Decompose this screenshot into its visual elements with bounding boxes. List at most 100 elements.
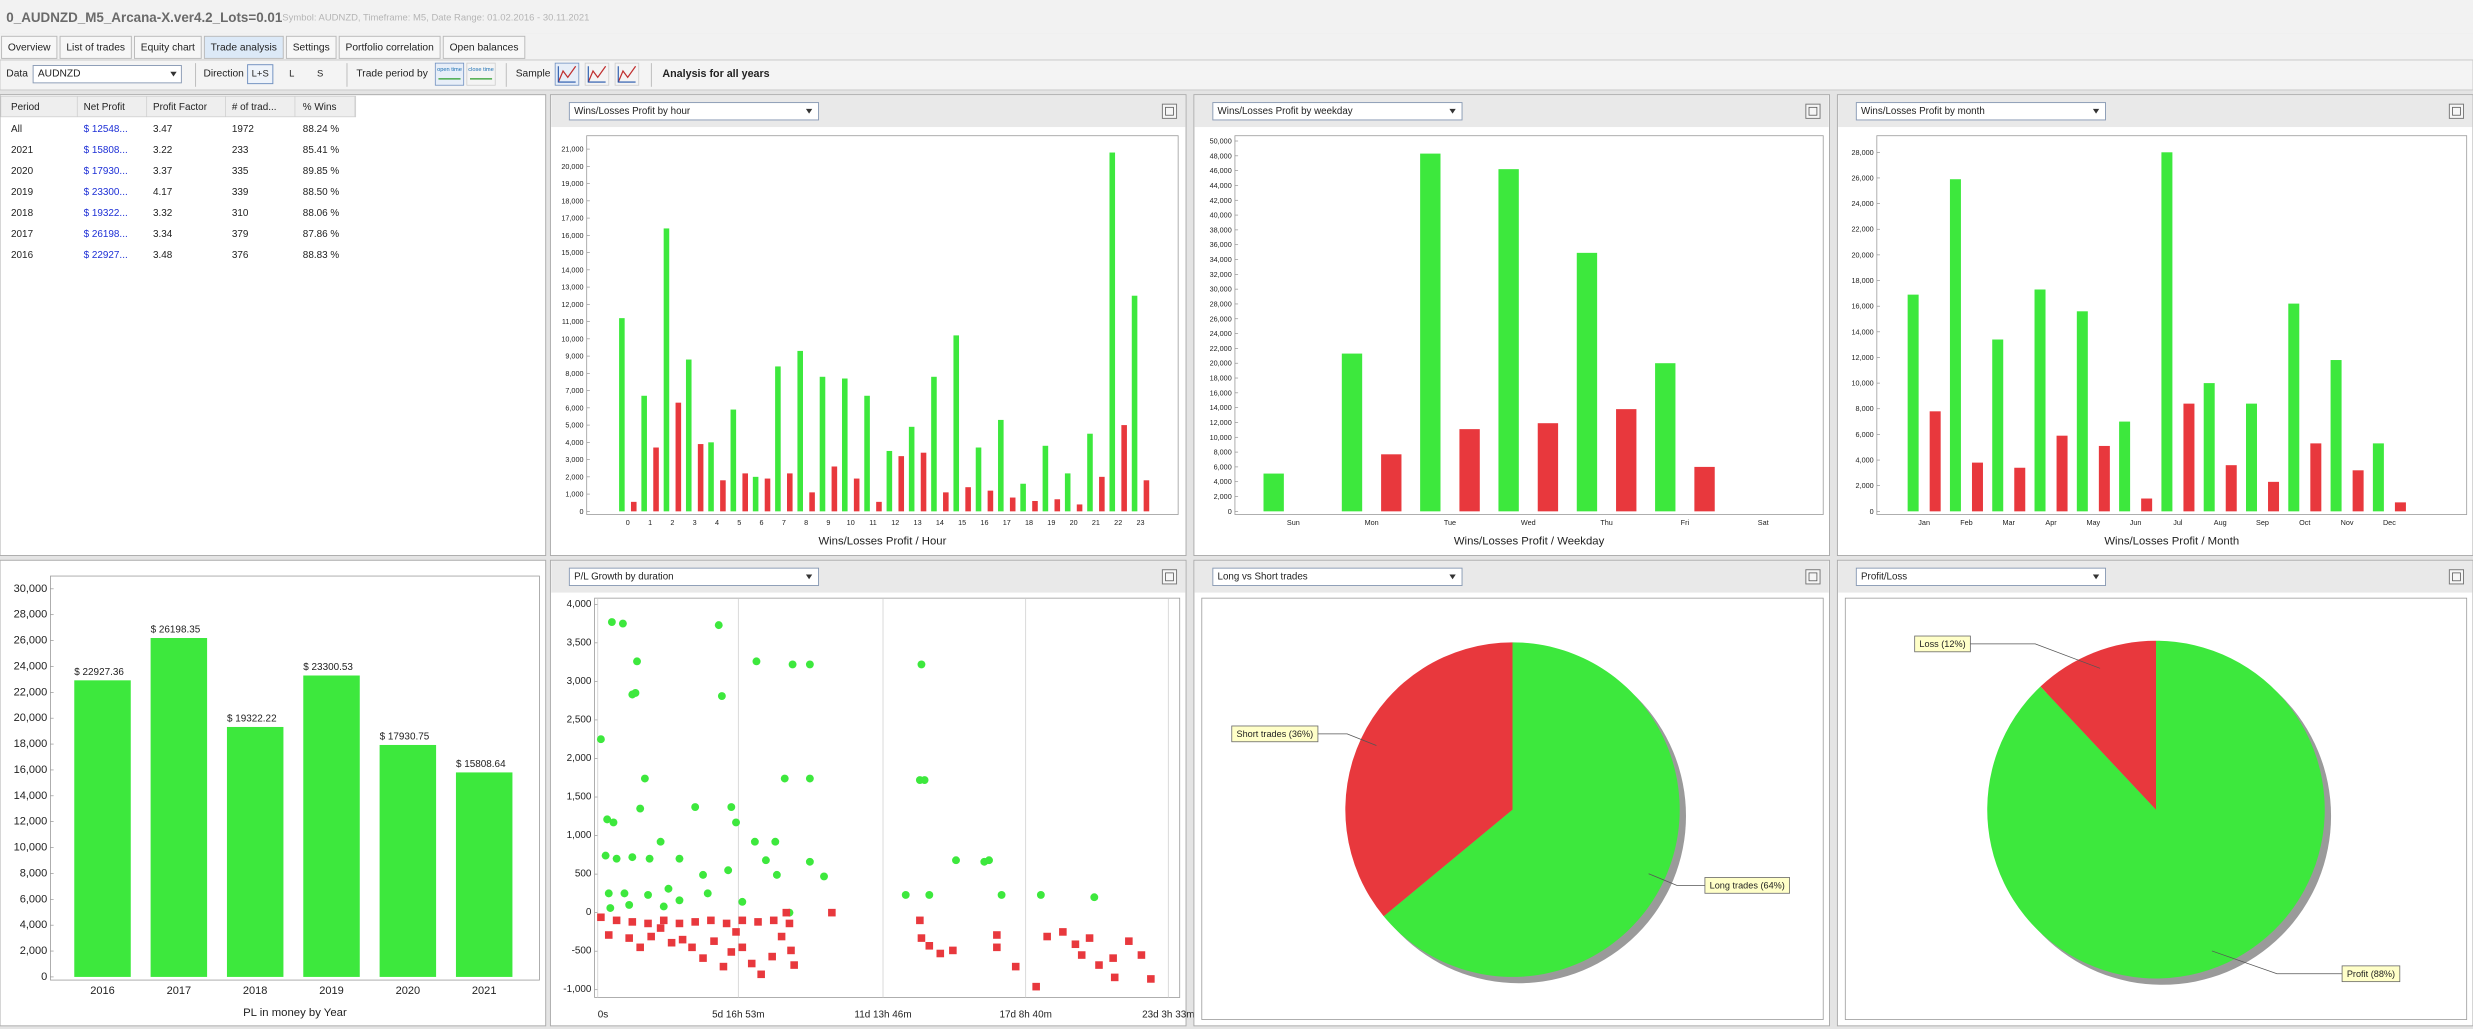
point: [757, 970, 765, 979]
direction-option[interactable]: S: [317, 69, 323, 80]
chart-dropdown[interactable]: [1855, 567, 2106, 586]
maximize-icon: [1808, 572, 1818, 582]
bar: [2119, 421, 2131, 512]
chart-dropdown[interactable]: [1212, 102, 1463, 121]
chart-dropdown-value[interactable]: Long vs Short trades: [1218, 571, 1308, 582]
tab[interactable]: [203, 35, 284, 59]
tab[interactable]: [134, 35, 202, 59]
bar: [1109, 152, 1116, 512]
bar: [1121, 425, 1127, 512]
tab[interactable]: [338, 35, 441, 59]
x-tick-label: Tue: [1444, 518, 1456, 527]
point: [1137, 951, 1146, 959]
point: [1036, 890, 1045, 899]
direction-selected[interactable]: [247, 64, 274, 85]
tab[interactable]: [442, 35, 526, 59]
tab[interactable]: [59, 35, 132, 59]
y-tick-label: 34,000: [1210, 255, 1232, 264]
maximize-button[interactable]: [1805, 103, 1821, 119]
period-option[interactable]: [434, 62, 465, 86]
dropdown-arrow: [1449, 108, 1456, 114]
period-option-label[interactable]: open time: [437, 67, 462, 73]
bar: [1020, 483, 1026, 512]
y-tick-label: 26,000: [1851, 173, 1873, 182]
point: [1011, 962, 1020, 971]
table-cell: All: [11, 124, 22, 135]
maximize-button[interactable]: [1161, 569, 1178, 585]
dropdown-arrow: [2092, 108, 2100, 114]
bar: [998, 419, 1004, 512]
chart-dropdown-value[interactable]: Profit/Loss: [1861, 571, 1907, 582]
bar: [2183, 403, 2195, 512]
tab[interactable]: [285, 35, 337, 59]
table-cell[interactable]: $ 12548...: [84, 124, 128, 135]
chart-dropdown-value[interactable]: Wins/Losses Profit by month: [1861, 106, 1985, 117]
sample-icon: [587, 66, 606, 83]
sample-option[interactable]: [554, 62, 580, 86]
y-tick-label: 2,000: [565, 472, 583, 481]
point: [820, 872, 828, 881]
maximize-button[interactable]: [1161, 103, 1178, 119]
chart-dropdown[interactable]: [568, 102, 820, 121]
table-cell[interactable]: $ 17930...: [84, 166, 128, 177]
point: [667, 938, 676, 947]
table-panel: [0, 94, 547, 557]
y-tick-label: 2,500: [567, 714, 592, 725]
point: [645, 854, 654, 863]
bar: [1694, 466, 1715, 512]
chart-dropdown-value[interactable]: Wins/Losses Profit by weekday: [1218, 106, 1353, 117]
symbol-value[interactable]: AUDNZD: [38, 69, 81, 80]
point: [747, 959, 756, 968]
point: [788, 660, 797, 669]
table-cell: 88.24 %: [303, 124, 340, 135]
bar: [2203, 383, 2215, 512]
table-cell[interactable]: $ 26198...: [84, 229, 128, 240]
x-tick-label: 21: [1092, 518, 1100, 527]
table-cell[interactable]: $ 19322...: [84, 208, 128, 219]
symbol-dropdown[interactable]: [32, 65, 182, 84]
chart-dropdown[interactable]: [1212, 567, 1463, 586]
tab-label[interactable]: List of trades: [66, 43, 125, 54]
point: [805, 774, 814, 783]
bar: [303, 675, 360, 977]
tab-label[interactable]: Trade analysis: [211, 43, 277, 54]
pie-slice: [1383, 642, 1680, 977]
period-option[interactable]: [466, 62, 496, 86]
sample-option[interactable]: [614, 62, 640, 86]
period-option-label[interactable]: close time: [468, 67, 493, 73]
tab[interactable]: [1, 35, 58, 59]
chart-dropdown[interactable]: [568, 567, 820, 586]
direction-option[interactable]: L+S: [252, 69, 269, 80]
point: [644, 919, 652, 928]
point: [1090, 893, 1099, 902]
y-tick-label: 26,000: [14, 635, 48, 647]
tab-label[interactable]: Settings: [293, 43, 330, 54]
table-cell[interactable]: $ 15808...: [84, 145, 128, 156]
chart-dropdown-value[interactable]: Wins/Losses Profit by hour: [574, 106, 691, 117]
tab-label[interactable]: Portfolio correlation: [346, 43, 435, 54]
table-header-cell: % Wins: [303, 102, 337, 113]
maximize-button[interactable]: [1805, 569, 1821, 585]
point: [628, 853, 637, 862]
tab-label[interactable]: Open balances: [450, 43, 519, 54]
point: [917, 934, 926, 942]
chart-dropdown-value[interactable]: P/L Growth by duration: [574, 571, 673, 582]
direction-option[interactable]: L: [289, 69, 294, 80]
tab-label[interactable]: Equity chart: [141, 43, 195, 54]
x-tick-label: Jun: [2130, 518, 2142, 527]
y-tick-label: 14,000: [561, 265, 583, 274]
chart-dropdown[interactable]: [1855, 102, 2106, 121]
point: [920, 776, 929, 785]
sample-icon: [587, 65, 607, 83]
maximize-button[interactable]: [2448, 569, 2465, 585]
y-tick-label: 10,000: [14, 842, 48, 854]
point: [644, 890, 652, 899]
sample-option[interactable]: [584, 62, 610, 86]
table-cell[interactable]: $ 22927...: [84, 250, 128, 261]
x-tick-label: 14: [936, 518, 944, 527]
bar: [1032, 500, 1038, 512]
tab-label[interactable]: Overview: [8, 43, 51, 54]
x-tick-label: Fri: [1681, 518, 1690, 527]
table-cell[interactable]: $ 23300...: [84, 187, 128, 198]
maximize-button[interactable]: [2448, 103, 2465, 119]
